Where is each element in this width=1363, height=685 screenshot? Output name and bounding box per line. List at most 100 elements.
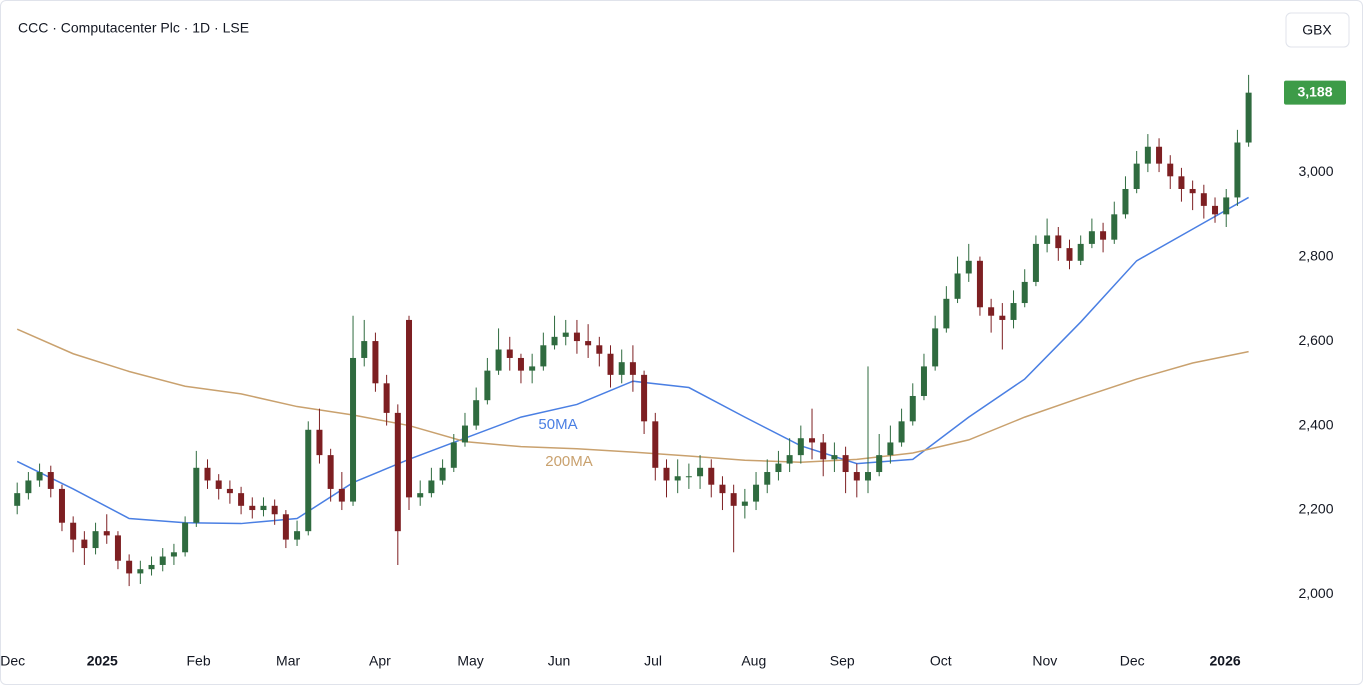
candle-body	[786, 455, 793, 464]
candle-body	[495, 349, 502, 371]
candle-body	[831, 455, 838, 460]
candle-body	[999, 315, 1006, 320]
candle-body	[1144, 146, 1151, 164]
candle-body	[361, 341, 368, 358]
candle-body	[719, 484, 726, 494]
candle-body	[417, 493, 424, 498]
candle-body	[652, 421, 659, 468]
candle-body	[674, 476, 681, 481]
candle-body	[1010, 303, 1017, 320]
candle-body	[573, 332, 580, 342]
candle-body	[81, 539, 88, 549]
candle-body	[36, 472, 43, 481]
candle-body	[596, 345, 603, 354]
candle-body	[506, 349, 513, 358]
x-tick-label: Mar	[276, 653, 300, 669]
candle-body	[450, 442, 457, 468]
candle-body	[1066, 248, 1073, 261]
candle-body	[159, 556, 166, 565]
x-tick-label: Apr	[369, 653, 391, 669]
candle-body	[406, 319, 413, 498]
x-tick-label: Sep	[830, 653, 855, 669]
moving-average-label: 200MA	[545, 453, 593, 470]
candle-body	[1167, 163, 1174, 177]
x-tick-label: Oct	[930, 653, 952, 669]
candle-body	[70, 522, 77, 540]
candle-body	[215, 480, 222, 489]
candle-body	[1100, 231, 1107, 240]
candle-body	[305, 429, 312, 532]
x-tick-label: Nov	[1032, 653, 1057, 669]
candle-body	[607, 353, 614, 375]
candle-body	[976, 260, 983, 308]
x-tick-label: Dec	[1120, 653, 1145, 669]
candle-body	[1032, 243, 1039, 282]
moving-average-line	[16, 328, 1249, 464]
candle-body	[864, 472, 871, 481]
last-price-label: 3,188	[1297, 83, 1332, 99]
candle-body	[629, 362, 636, 375]
candle-body	[327, 455, 334, 489]
candle-body	[1088, 231, 1095, 244]
candle-body	[551, 336, 558, 346]
candle-body	[887, 442, 894, 456]
candle-body	[461, 425, 468, 443]
candle-body	[943, 298, 950, 329]
candle-body	[820, 442, 827, 460]
x-tick-label: Dec	[1, 653, 25, 669]
candle-body	[685, 476, 692, 478]
candle-body	[271, 505, 278, 515]
candle-body	[114, 535, 121, 561]
candle-body	[876, 455, 883, 473]
candle-body	[898, 421, 905, 443]
candle-body	[764, 472, 771, 485]
last-price-badge	[1284, 80, 1346, 105]
candle-body	[932, 328, 939, 367]
candle-body	[350, 357, 357, 502]
candle-body	[741, 501, 748, 506]
x-tick-label: Aug	[741, 653, 766, 669]
candle-body	[238, 493, 245, 506]
candle-body	[562, 332, 569, 337]
y-tick-label: 2,000	[1298, 585, 1333, 601]
candle-body	[842, 455, 849, 473]
candle-body	[920, 366, 927, 396]
plot-area	[14, 74, 1252, 587]
candle-body	[730, 493, 737, 506]
candle-body	[316, 429, 323, 456]
candle-body	[58, 488, 65, 523]
candle-body	[809, 438, 816, 443]
candle-body	[1077, 243, 1084, 261]
candle-body	[92, 531, 99, 549]
x-tick-label: 2026	[1210, 653, 1241, 669]
candle-body	[585, 341, 592, 346]
candle-body	[148, 564, 155, 570]
candle-body	[641, 374, 648, 422]
candle-body	[47, 472, 54, 489]
x-tick-label: Jul	[644, 653, 662, 669]
candle-body	[1200, 193, 1207, 206]
candle-body	[473, 400, 480, 426]
y-tick-label: 2,600	[1298, 332, 1333, 348]
candle-body	[1178, 176, 1185, 189]
currency-label[interactable]: GBX	[1302, 22, 1332, 38]
candle-body	[394, 412, 401, 532]
candle-body	[1212, 205, 1219, 215]
candle-body	[1189, 188, 1196, 194]
candle-body	[1122, 188, 1129, 215]
candle-body	[517, 357, 524, 371]
chart-title: CCC · Computacenter Plc · 1D · LSE	[18, 20, 249, 36]
candle-body	[1223, 197, 1230, 215]
candle-body	[170, 552, 177, 557]
currency-button[interactable]	[1285, 12, 1350, 48]
candle-body	[137, 569, 144, 574]
candle-body	[529, 366, 536, 371]
y-tick-label: 2,800	[1298, 247, 1333, 263]
candle-body	[965, 260, 972, 274]
candle-body	[663, 467, 670, 481]
y-tick-label: 2,400	[1298, 416, 1333, 432]
candle-body	[697, 467, 704, 477]
x-tick-label: Feb	[186, 653, 210, 669]
candle-body	[383, 383, 390, 413]
